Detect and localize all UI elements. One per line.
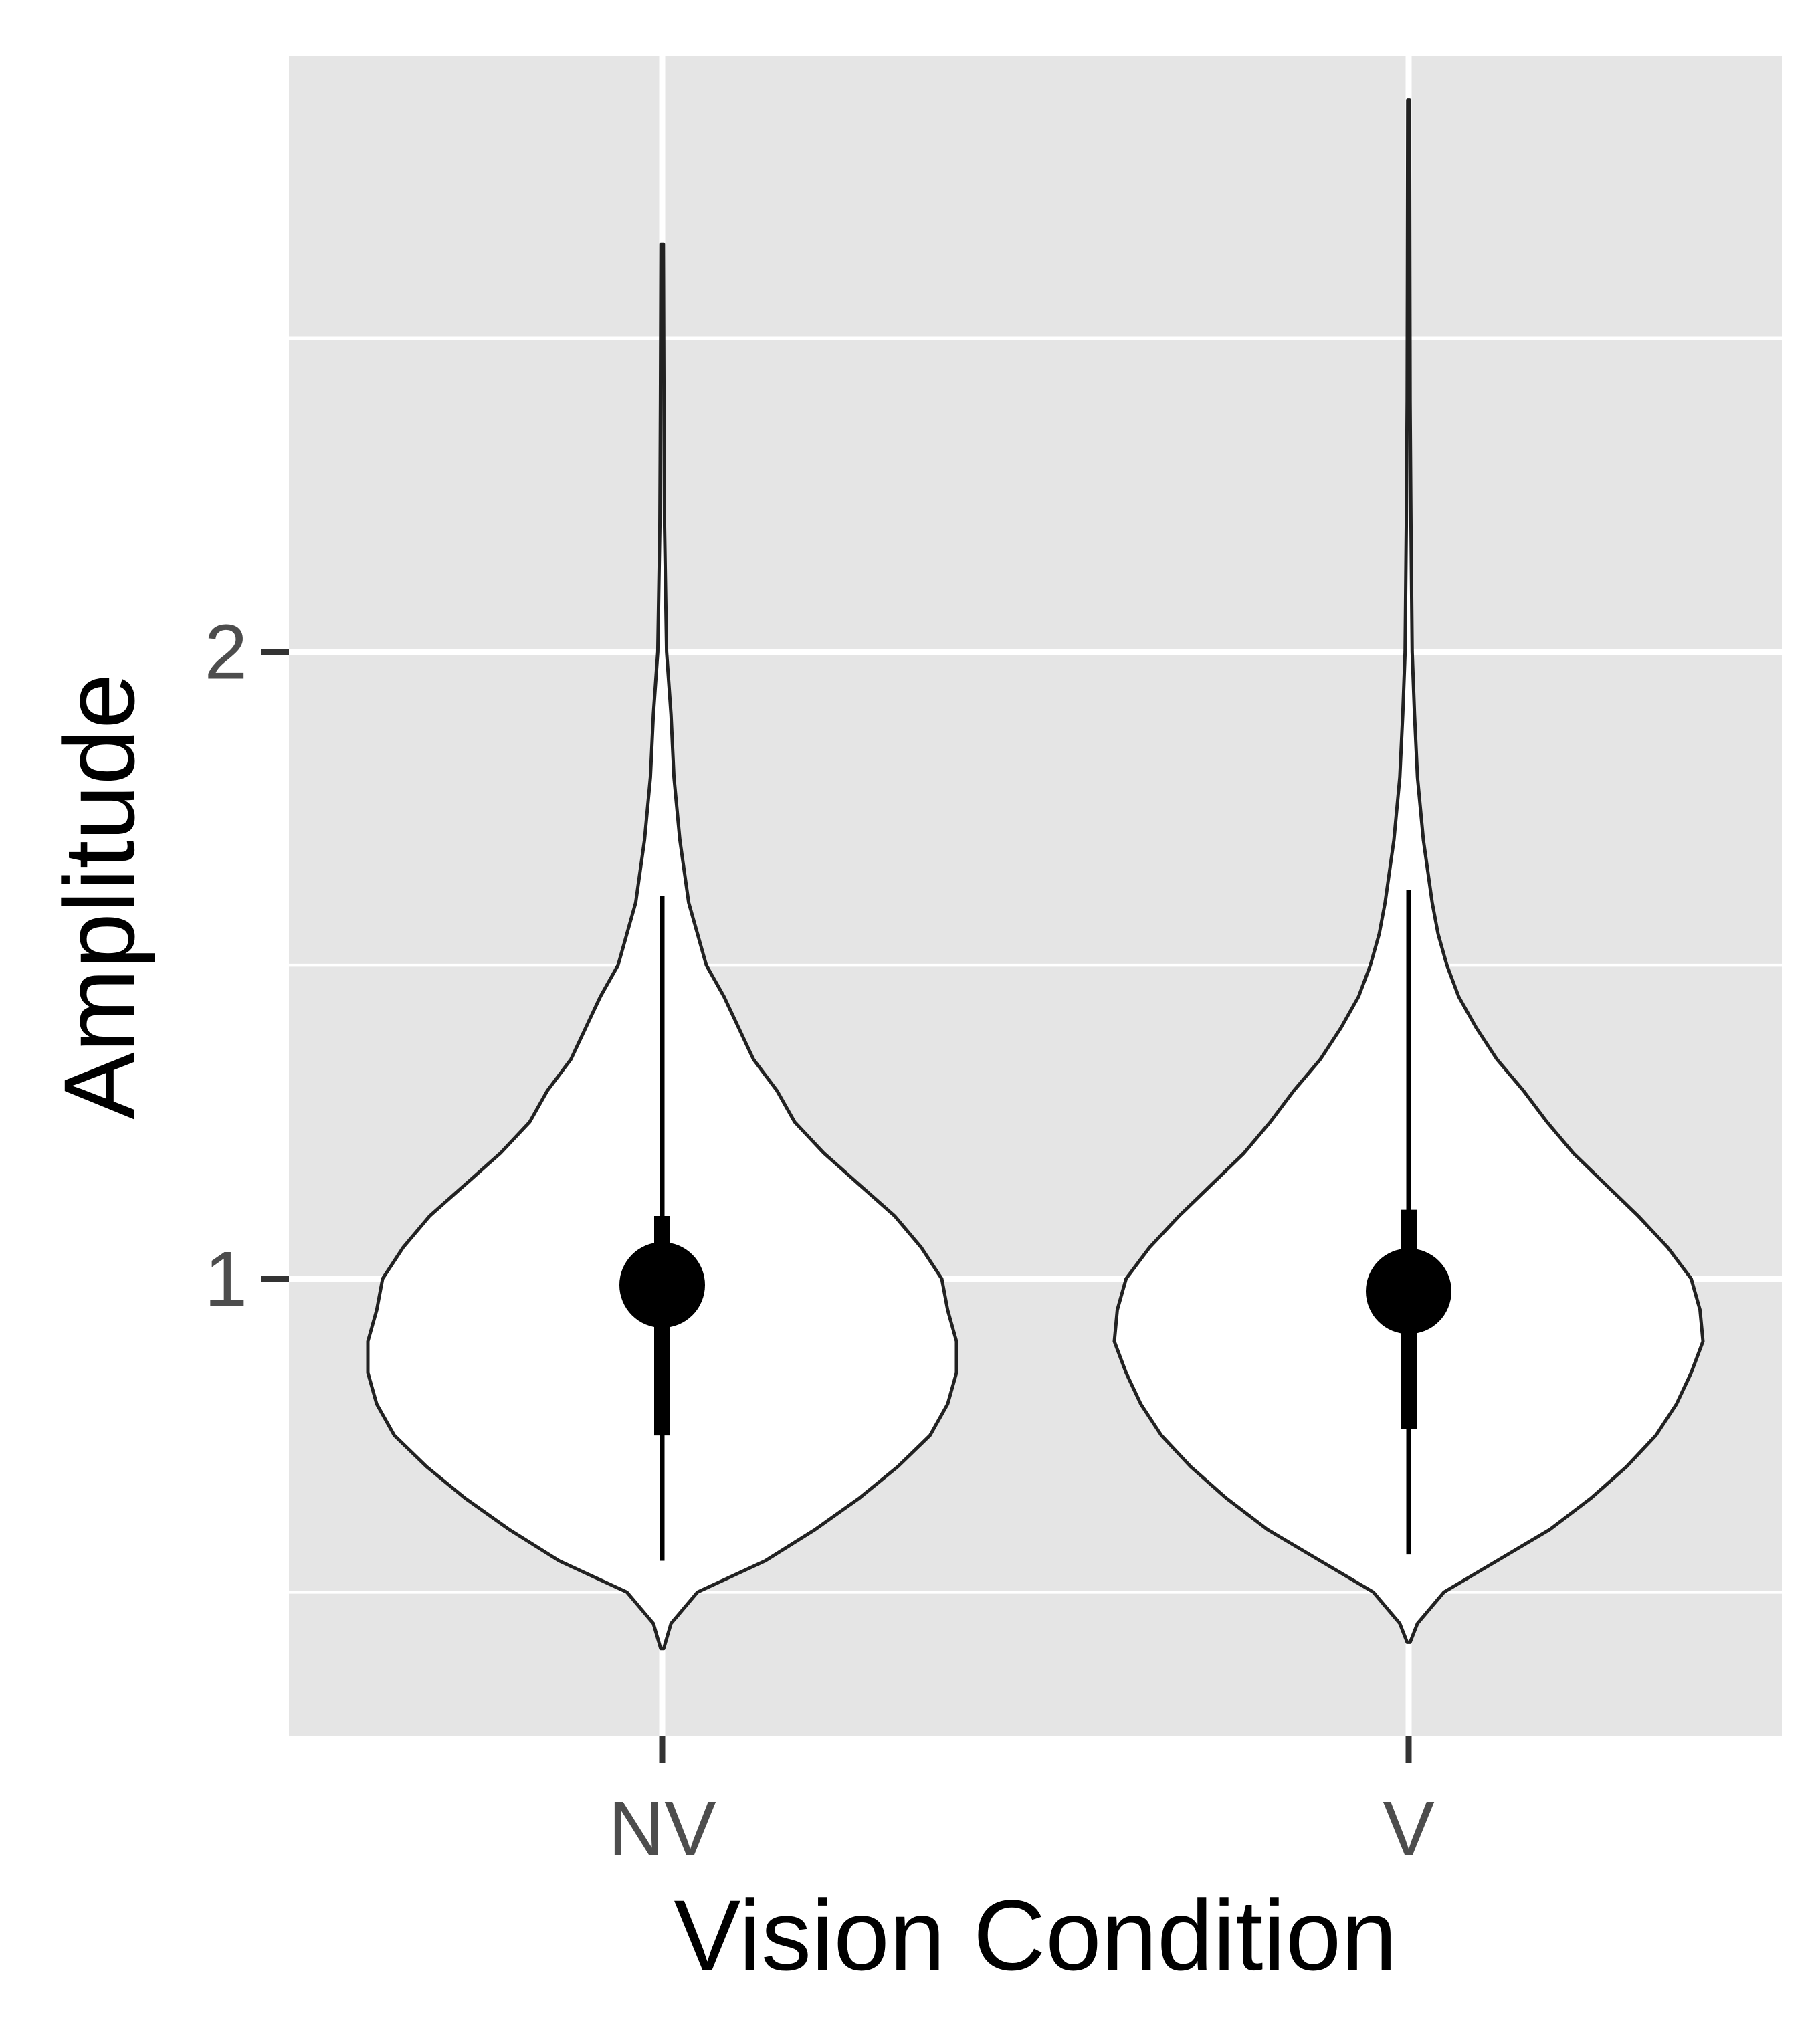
x-tick-label-nv: NV	[608, 1785, 716, 1872]
violin-nv	[366, 242, 958, 1651]
y-axis-title: Amplitude	[43, 673, 155, 1119]
violin-body	[1112, 98, 1705, 1644]
y-tick-label: 2	[204, 608, 247, 695]
violin-v	[1112, 98, 1705, 1644]
median-point	[1366, 1248, 1451, 1334]
violins	[366, 98, 1705, 1651]
median-point	[619, 1242, 705, 1328]
x-axis-title: Vision Condition	[674, 1879, 1397, 1991]
y-tick-label: 1	[204, 1235, 247, 1322]
axes: 1 2 NV V	[204, 608, 1434, 1872]
x-tick-label-v: V	[1383, 1785, 1434, 1872]
